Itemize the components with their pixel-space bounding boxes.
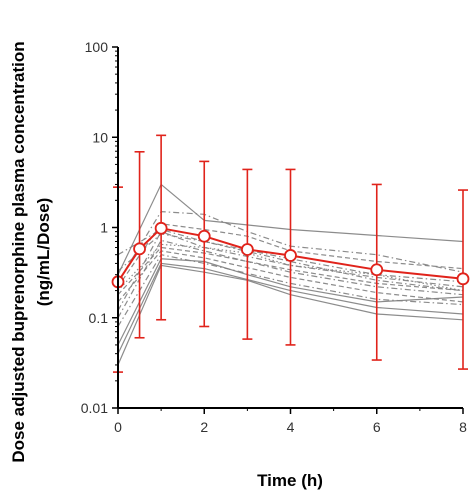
individual-line-14	[117, 246, 464, 296]
x-axis-title: Time (h)	[257, 471, 323, 490]
mean-point-6	[284, 249, 297, 262]
y-tick-label-3: 1	[100, 220, 108, 236]
mean-point-8	[456, 272, 470, 286]
mean-point-5	[240, 243, 254, 256]
mean-series-group	[111, 134, 470, 373]
y-tick-label-2: 0.1	[89, 310, 109, 326]
mean-point-3	[154, 221, 168, 235]
axes-group: 0.01 0.1 1 10 100 0 2 4 6 8	[81, 39, 467, 435]
x-tick-label-1: 0	[114, 419, 122, 435]
y-tick-label-5: 100	[85, 39, 109, 55]
mean-point-2	[133, 242, 146, 256]
mean-point-7	[370, 263, 384, 277]
y-tick-label-4: 10	[92, 129, 108, 145]
x-tick-label-5: 8	[459, 419, 467, 435]
x-tick-label-4: 6	[373, 419, 381, 435]
x-tick-label-3: 4	[287, 419, 295, 435]
mean-point-4	[197, 229, 211, 243]
x-tick-label-2: 2	[200, 419, 208, 435]
y-tick-label-1: 0.01	[81, 400, 108, 416]
y-axis-title-line-1: Dose adjusted buprenorphine plasma conce…	[9, 41, 28, 462]
y-axis-title-line-2: (ng/mL/Dose)	[34, 198, 53, 307]
